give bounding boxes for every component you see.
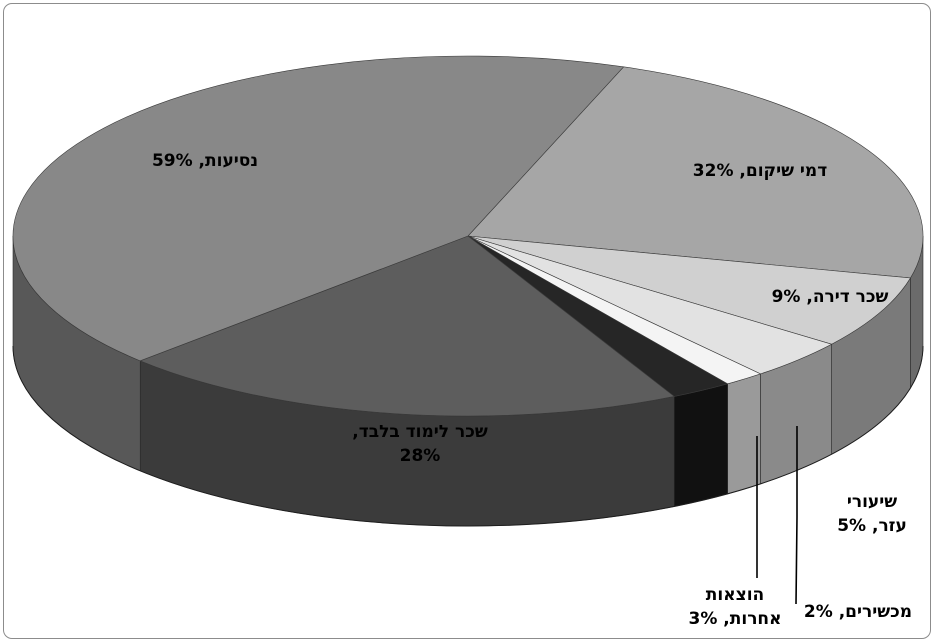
slice-label-5: הוצאות אחרות, 3% bbox=[689, 585, 782, 629]
slice-label-line: 28% bbox=[400, 446, 441, 466]
slice-label-line: מכשירים, 2% bbox=[804, 602, 912, 622]
leader-lines bbox=[756, 426, 798, 605]
slice-label-line: נסיעות, 59% bbox=[152, 151, 258, 171]
slice-label-6: שכר לימוד בלבד, 28% bbox=[352, 422, 488, 466]
slice-label-3: שיעורי עזר, 5% bbox=[837, 492, 907, 536]
slice-label-7: נסיעות, 59% bbox=[152, 151, 258, 171]
slice-label-1: דמי שיקום, 32% bbox=[693, 161, 827, 181]
pie-slice-7 bbox=[12, 55, 625, 362]
slice-label-line: אחרות, 3% bbox=[689, 609, 782, 629]
slice-labels: דמי שיקום, 32% שכר דירה, 9% שיעורי עזר, 5% מ… bbox=[152, 151, 912, 629]
pie-slice-2 bbox=[467, 235, 911, 345]
pie-side-4 bbox=[727, 373, 761, 495]
leader-line-4 bbox=[795, 426, 798, 605]
pie-side-walls bbox=[12, 235, 924, 527]
slice-label-2: שכר דירה, 9% bbox=[772, 287, 889, 307]
slice-label-line: עזר, 5% bbox=[837, 516, 907, 536]
pie-side-5 bbox=[673, 383, 728, 507]
pie-slice-6 bbox=[139, 235, 675, 417]
slice-label-line: שכר דירה, 9% bbox=[772, 287, 889, 307]
slice-label-4: מכשירים, 2% bbox=[804, 602, 912, 622]
pie-top-slices bbox=[12, 55, 924, 417]
slice-label-line: שכר לימוד בלבד, bbox=[352, 422, 488, 442]
slice-label-line: הוצאות bbox=[706, 585, 764, 605]
slice-label-line: דמי שיקום, 32% bbox=[693, 161, 827, 181]
slice-label-line: שיעורי bbox=[847, 492, 897, 512]
pie-bottom-rim bbox=[12, 345, 924, 527]
pie-slice-1 bbox=[467, 66, 924, 279]
